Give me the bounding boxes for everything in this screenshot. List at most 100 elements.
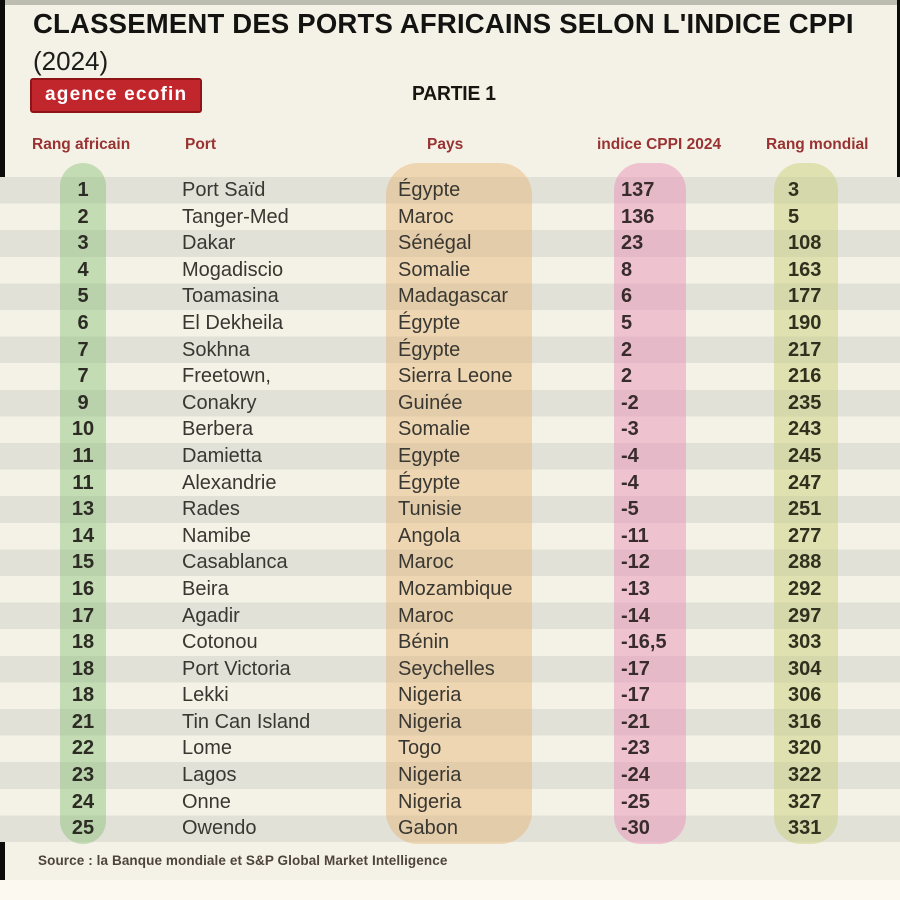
cell-pays: Somalie — [398, 258, 471, 281]
table-row: 4 Mogadiscio Somalie 8 163 — [0, 257, 900, 284]
cell-rang-mondial: 217 — [788, 338, 822, 361]
cell-indice-cppi: 23 — [621, 232, 644, 255]
cppi-column-pill — [614, 163, 686, 844]
cell-rang-mondial: 306 — [788, 684, 822, 707]
cell-rang-mondial: 297 — [788, 604, 822, 627]
cell-indice-cppi: -11 — [621, 524, 649, 547]
cell-port: Rades — [182, 498, 240, 521]
cell-indice-cppi: -17 — [621, 657, 650, 680]
cell-indice-cppi: -30 — [621, 817, 650, 840]
table-row: 10 Berbera Somalie -3 243 — [0, 416, 900, 443]
cell-rang-mondial: 303 — [788, 631, 822, 654]
cell-port: Port Saïd — [182, 179, 266, 201]
cell-port: Tanger-Med — [182, 205, 289, 228]
table-row: 18 Lekki Nigeria -17 306 — [0, 682, 900, 709]
cell-rang-mondial: 245 — [788, 444, 822, 467]
cell-rang-africain: 24 — [71, 790, 95, 813]
cell-indice-cppi: -17 — [621, 684, 650, 707]
table-row: 13 Rades Tunisie -5 251 — [0, 496, 900, 523]
cell-pays: Nigeria — [398, 684, 462, 707]
cell-rang-mondial: 316 — [788, 710, 822, 733]
table-rows: 1 Port Saïd Égypte 137 3 2 Tanger-Med Ma… — [0, 177, 900, 842]
cell-rang-mondial: 177 — [788, 285, 822, 308]
cell-rang-africain: 2 — [77, 205, 89, 228]
table-row: 11 Alexandrie Égypte -4 247 — [0, 470, 900, 497]
source-note: Source : la Banque mondiale et S&P Globa… — [38, 853, 448, 868]
cell-rang-mondial: 163 — [788, 258, 822, 281]
cell-indice-cppi: 136 — [621, 205, 655, 228]
cell-rang-africain: 21 — [71, 710, 95, 733]
table-row: 7 Sokhna Égypte 2 217 — [0, 337, 900, 364]
table-row: 15 Casablanca Maroc -12 288 — [0, 549, 900, 576]
cell-indice-cppi: -13 — [621, 577, 650, 600]
cell-port: Toamasina — [182, 285, 279, 308]
top-edge-band — [0, 0, 900, 5]
cell-rang-mondial: 190 — [788, 311, 822, 334]
part-label: PARTIE 1 — [412, 82, 496, 105]
cell-pays: Somalie — [398, 418, 471, 441]
table-row: 17 Agadir Maroc -14 297 — [0, 603, 900, 630]
cell-rang-africain: 17 — [71, 604, 95, 627]
cell-indice-cppi: -21 — [621, 710, 650, 733]
cell-pays: Sierra Leone — [398, 365, 513, 388]
table-row: 7 Freetown, Sierra Leone 2 216 — [0, 363, 900, 390]
cell-port: Onne — [182, 790, 231, 813]
cell-indice-cppi: -4 — [621, 471, 639, 494]
cell-rang-mondial: 251 — [788, 498, 822, 521]
cell-rang-mondial: 331 — [788, 817, 822, 840]
cell-rang-mondial: 277 — [788, 524, 822, 547]
cell-port: Namibe — [182, 524, 251, 547]
bottom-margin — [0, 880, 900, 900]
cell-rang-africain: 25 — [71, 817, 95, 840]
cell-pays: Tunisie — [398, 498, 462, 521]
table-row: 9 Conakry Guinée -2 235 — [0, 390, 900, 417]
cell-port: Port Victoria — [182, 657, 291, 680]
cell-pays: Maroc — [398, 205, 454, 228]
cell-pays: Gabon — [398, 817, 459, 840]
cell-port: Sokhna — [182, 338, 250, 361]
table-row: 1 Port Saïd Égypte 137 3 — [0, 177, 900, 204]
cell-rang-mondial: 288 — [788, 551, 822, 574]
cell-rang-africain: 7 — [77, 365, 89, 388]
cell-pays: Angola — [398, 524, 461, 547]
cell-port: Mogadiscio — [182, 258, 284, 281]
cell-rang-mondial: 304 — [788, 657, 822, 680]
cell-rang-mondial: 216 — [788, 365, 822, 388]
cell-rang-africain: 18 — [71, 684, 95, 707]
cell-indice-cppi: 137 — [621, 179, 655, 201]
cell-rang-africain: 10 — [71, 418, 95, 441]
cell-rang-mondial: 243 — [788, 418, 822, 441]
cell-port: Dakar — [182, 232, 236, 255]
cell-rang-africain: 5 — [77, 285, 89, 308]
cell-indice-cppi: -4 — [621, 444, 639, 467]
cell-port: Beira — [182, 577, 229, 600]
cell-rang-africain: 3 — [77, 232, 89, 255]
cell-indice-cppi: -5 — [621, 498, 639, 521]
page-title: CLASSEMENT DES PORTS AFRICAINS SELON L'I… — [33, 8, 854, 39]
cell-pays: Mozambique — [398, 577, 513, 600]
agence-ecofin-logo: agence ecofin — [30, 78, 203, 113]
column-header-pays: Pays — [427, 136, 464, 153]
cell-pays: Égypte — [398, 179, 461, 201]
cell-rang-africain: 23 — [71, 764, 95, 787]
cell-indice-cppi: 2 — [621, 338, 633, 361]
cell-pays: Sénégal — [398, 232, 472, 255]
cell-indice-cppi: -23 — [621, 737, 650, 760]
table-row: 18 Port Victoria Seychelles -17 304 — [0, 656, 900, 683]
cell-rang-mondial: 327 — [788, 790, 822, 813]
table-row: 5 Toamasina Madagascar 6 177 — [0, 283, 900, 310]
cell-rang-africain: 11 — [72, 444, 94, 467]
table-row: 22 Lome Togo -23 320 — [0, 735, 900, 762]
column-header-port: Port — [185, 136, 216, 153]
table-row: 24 Onne Nigeria -25 327 — [0, 789, 900, 816]
cell-rang-mondial: 292 — [788, 577, 822, 600]
country-column-pill — [386, 163, 532, 844]
cell-rang-mondial: 247 — [788, 471, 822, 494]
cell-pays: Togo — [398, 737, 442, 760]
cell-pays: Egypte — [398, 444, 461, 467]
cell-rang-mondial: 320 — [788, 737, 822, 760]
cell-port: Conakry — [182, 391, 257, 414]
table-row: 11 Damietta Egypte -4 245 — [0, 443, 900, 470]
cell-pays: Nigeria — [398, 764, 462, 787]
table-row: 2 Tanger-Med Maroc 136 5 — [0, 204, 900, 231]
